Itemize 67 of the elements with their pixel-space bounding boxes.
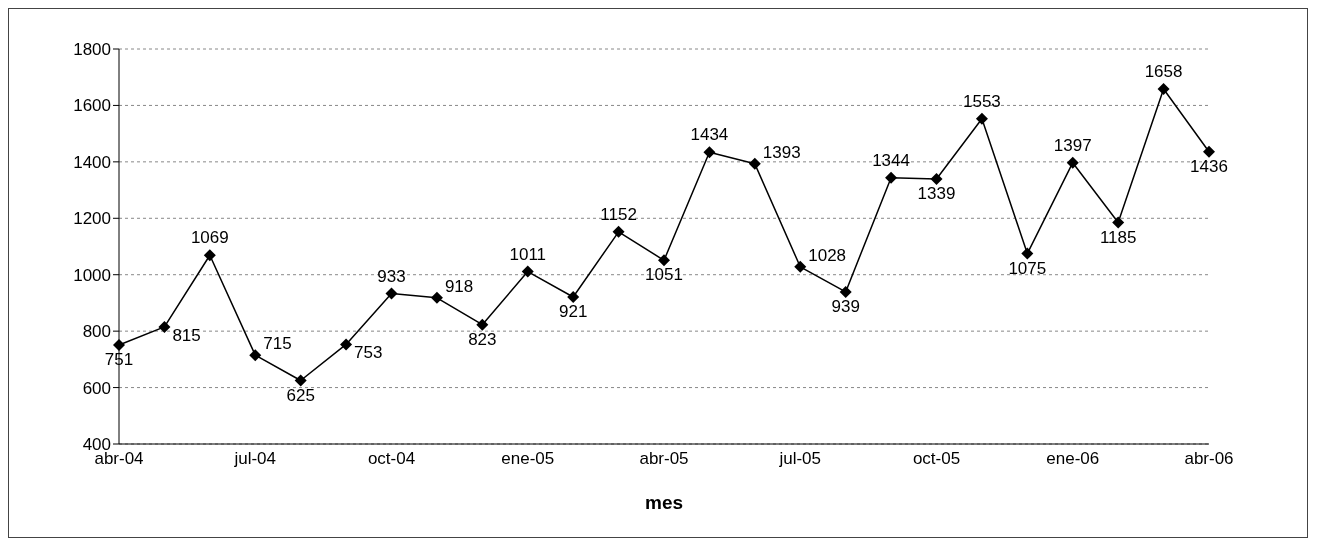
point (748, 157, 761, 170)
y-tick-label: 1400 (73, 152, 111, 172)
point (158, 320, 171, 333)
point (975, 112, 988, 125)
data-label: 921 (558, 302, 588, 321)
point (1203, 145, 1215, 158)
point (476, 318, 489, 331)
data-label: 1069 (190, 228, 229, 248)
data-label: 1393 (762, 142, 801, 162)
data-label: 823 (468, 329, 497, 349)
x-tick-label: abr-05 (639, 449, 689, 469)
point (249, 349, 262, 362)
point (294, 374, 307, 387)
data-label: 918 (444, 276, 474, 296)
x-tick-label: jul-04 (233, 449, 277, 469)
data-label: 751 (104, 349, 134, 369)
data-label: 715 (263, 334, 292, 354)
point (885, 171, 898, 184)
point (794, 260, 807, 273)
data-label: 1075 (1008, 258, 1047, 278)
data-label: 753 (354, 343, 383, 363)
x-tick-label: oct-04 (367, 449, 416, 469)
data-label: 933 (377, 266, 406, 286)
data-label: 1344 (872, 150, 910, 170)
point (612, 225, 625, 238)
data-label: 1339 (917, 184, 956, 204)
x-tick-label: ene-05 (501, 449, 555, 469)
data-label: 625 (286, 385, 315, 405)
data-label: 815 (172, 325, 201, 345)
point (1066, 156, 1079, 169)
x-axis-title: mes (644, 492, 684, 513)
data-label: 1397 (1053, 135, 1092, 155)
data-label: 1028 (808, 245, 847, 265)
point (113, 338, 125, 351)
point (430, 291, 443, 304)
point (930, 173, 943, 186)
x-tick-label: jul-05 (778, 449, 822, 469)
y-tick-label: 1000 (73, 265, 111, 285)
x-tick-label: abr-04 (94, 449, 144, 469)
point (521, 265, 534, 278)
data-label: 1051 (645, 265, 683, 285)
point (1021, 247, 1034, 260)
point (1157, 83, 1170, 96)
data-label: 1185 (1099, 227, 1137, 247)
x-tick-label: abr-06 (1184, 449, 1234, 469)
y-tick-label: 1600 (73, 96, 111, 116)
point (839, 285, 852, 298)
data-label: 1152 (600, 204, 637, 224)
point (203, 249, 216, 262)
point (658, 254, 670, 267)
point (567, 291, 580, 303)
y-tick-label: 800 (82, 322, 111, 342)
data-label: 939 (831, 296, 860, 316)
x-tick-label: ene-06 (1046, 449, 1100, 469)
data-label: 1436 (1190, 156, 1228, 176)
y-tick-label: 1800 (73, 40, 111, 60)
point (340, 338, 353, 351)
point (1112, 216, 1125, 229)
y-tick-label: 1200 (73, 209, 111, 229)
data-label: 1658 (1144, 62, 1183, 82)
data-label: 1011 (509, 244, 547, 264)
x-tick-label: oct-05 (912, 449, 961, 469)
data-label: 1434 (690, 125, 729, 145)
y-tick-label: 600 (82, 378, 111, 398)
point (703, 146, 716, 159)
point (385, 287, 398, 300)
data-label: 1553 (963, 91, 1001, 111)
